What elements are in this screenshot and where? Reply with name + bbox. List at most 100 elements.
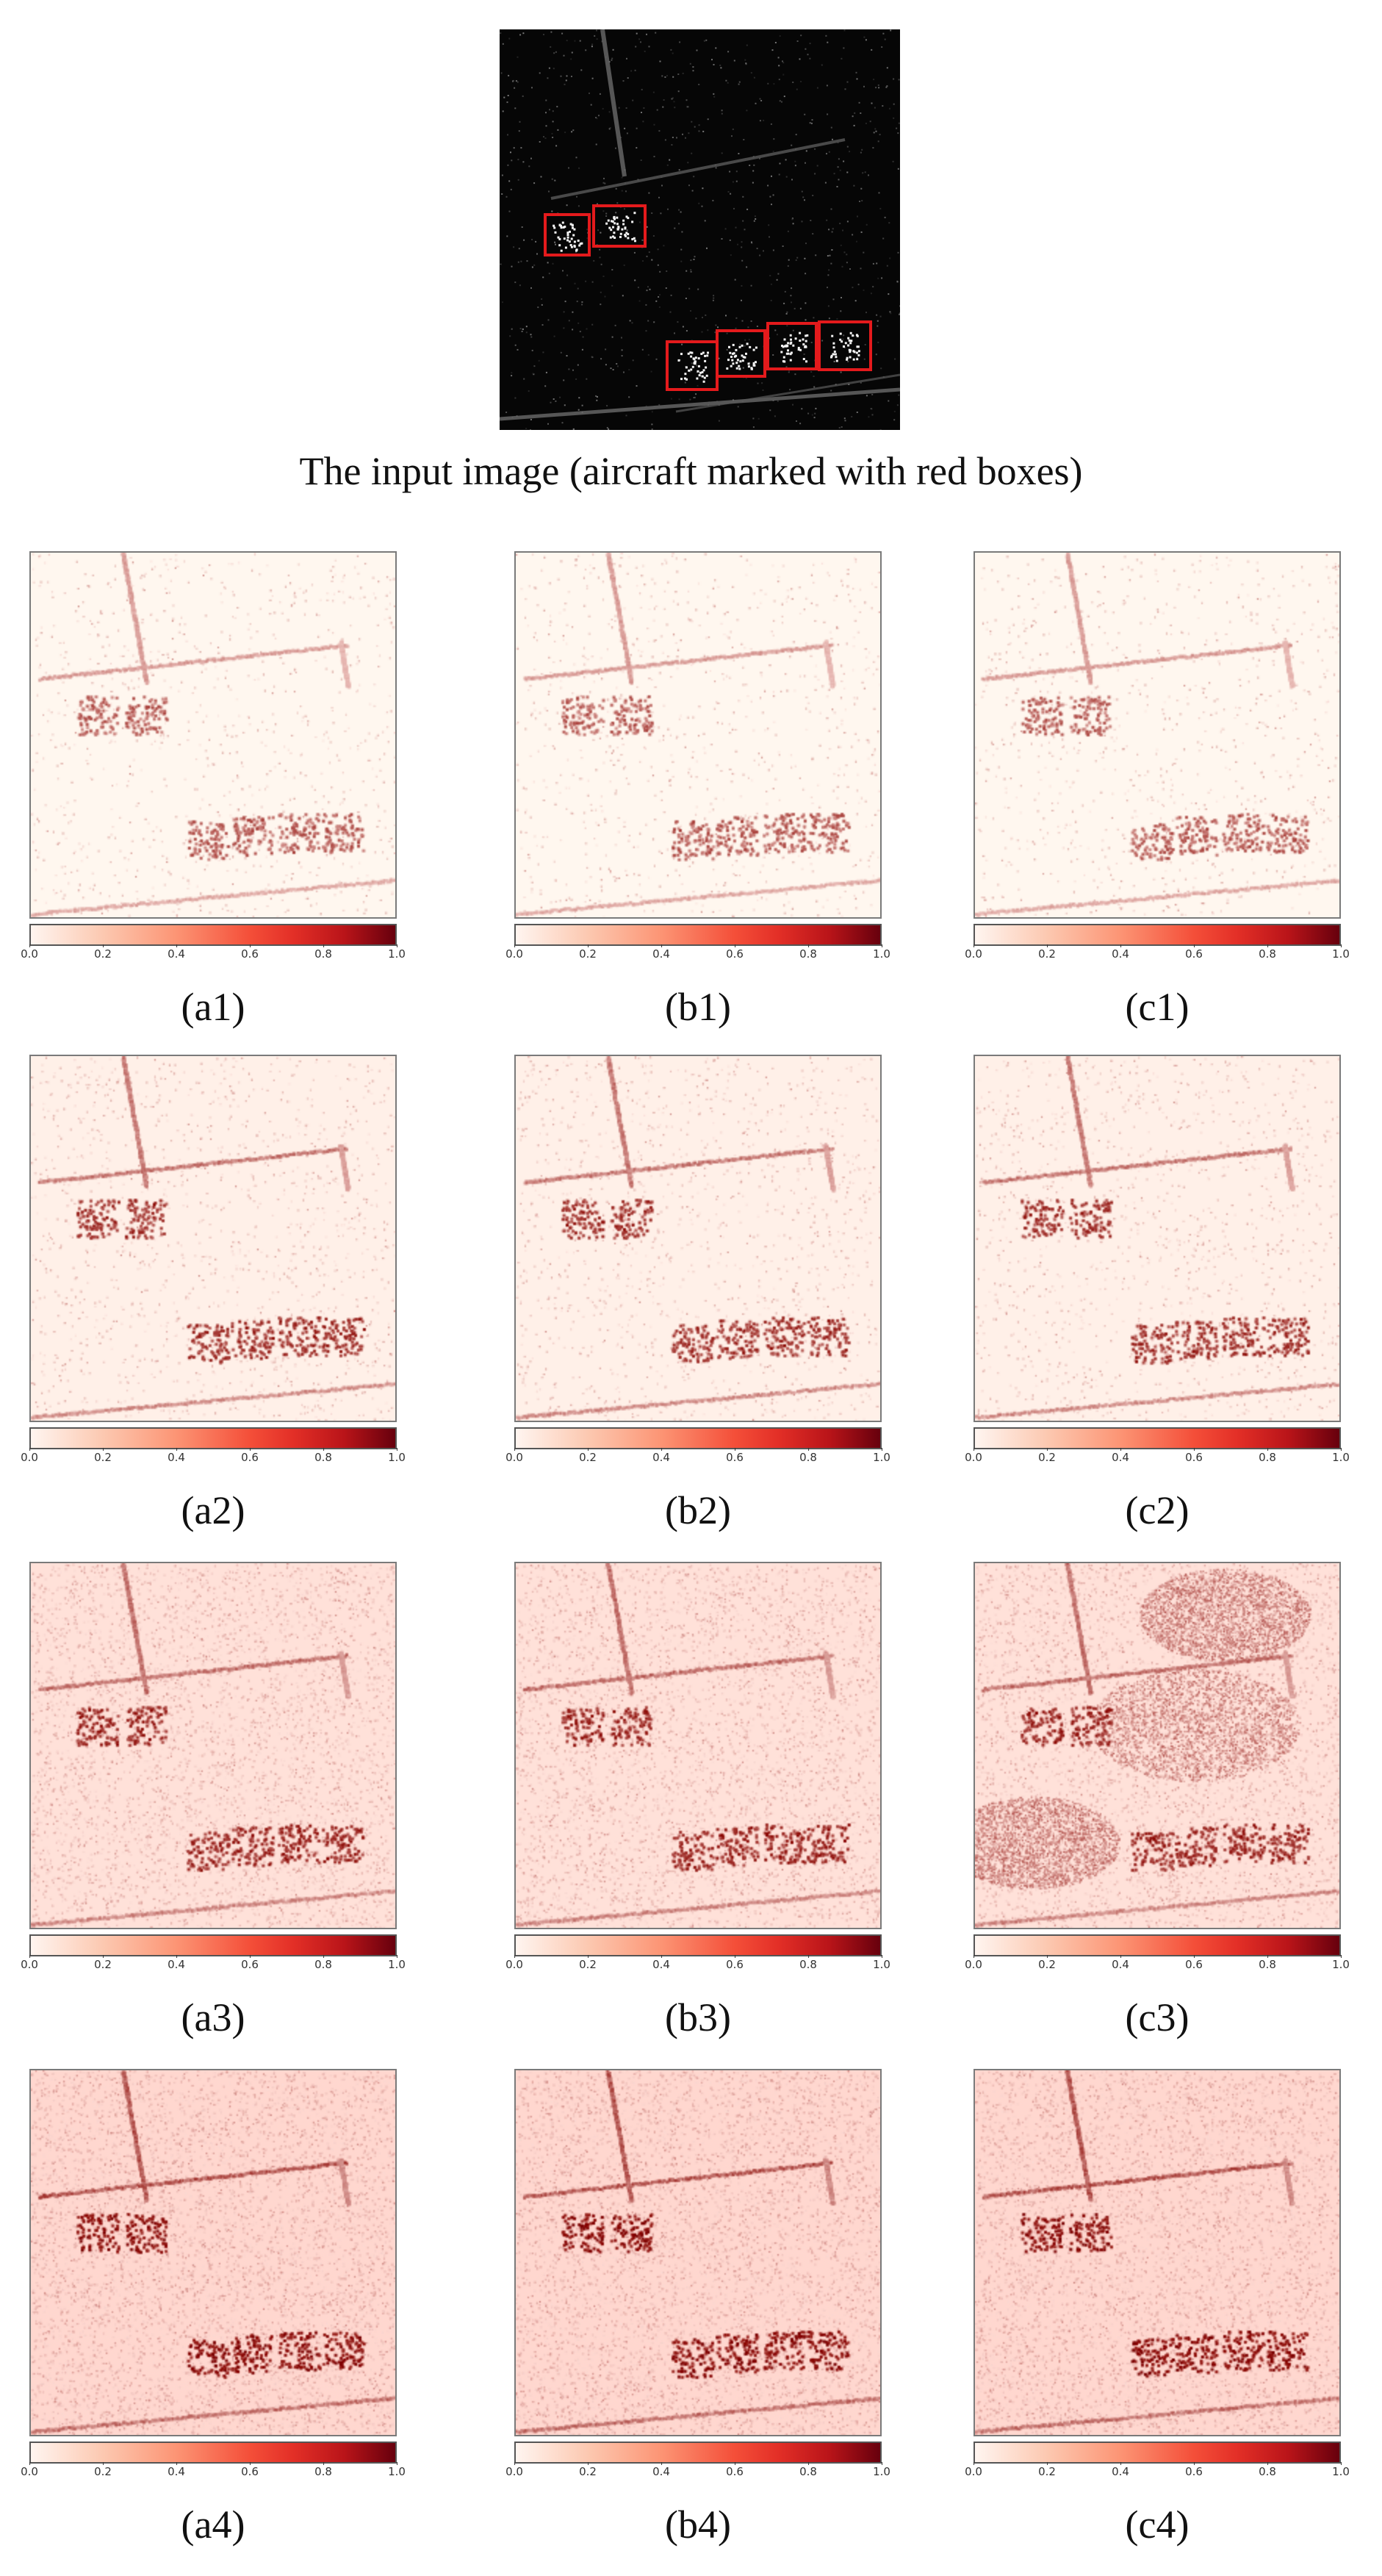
panel-label: (c2) (1125, 1488, 1190, 1532)
heatmap-canvas (31, 1056, 395, 1421)
colorbar-ticks: 0.0 0.2 0.4 0.6 0.8 1.0 (505, 1955, 890, 1973)
panel-label: (c3) (1125, 1995, 1190, 2039)
colorbar-ticks: 0.0 0.2 0.4 0.6 0.8 1.0 (21, 2462, 406, 2480)
panel-label: (c4) (1125, 2503, 1190, 2547)
colorbar-tick-label: 0.6 (726, 1955, 744, 1971)
colorbar (514, 924, 882, 946)
panel-label: (a1) (181, 985, 245, 1029)
heatmap-image (514, 1562, 882, 1929)
heatmap-image (29, 551, 397, 919)
panel-label: (a3) (181, 1995, 245, 2039)
colorbar-ticks: 0.0 0.2 0.4 0.6 0.8 1.0 (505, 1448, 890, 1465)
aircraft-box (544, 213, 591, 256)
heatmap-panel: 0.0 0.2 0.4 0.6 0.8 1.0 (b1) (505, 551, 890, 1029)
heatmap-canvas (975, 1563, 1339, 1928)
input-image-graphic (500, 29, 900, 430)
colorbar-tick-label: 0.2 (94, 2462, 112, 2478)
colorbar-tick-label: 0.4 (168, 944, 185, 961)
colorbar-tick-label: 0.6 (1185, 1955, 1203, 1971)
heatmap-image (29, 2069, 397, 2436)
colorbar-tick-label: 0.2 (94, 1448, 112, 1464)
colorbar-tick-label: 0.8 (1259, 2462, 1276, 2478)
colorbar-tick-label: 0.4 (1112, 2462, 1129, 2478)
heatmap-panel: 0.0 0.2 0.4 0.6 0.8 1.0 (a2) (21, 1055, 406, 1532)
heatmap-canvas (975, 1056, 1339, 1421)
colorbar-tick-label: 0.4 (652, 1955, 670, 1971)
colorbar-ticks: 0.0 0.2 0.4 0.6 0.8 1.0 (505, 944, 890, 962)
heatmap-image (514, 2069, 882, 2436)
colorbar-tick-label: 0.4 (652, 1448, 670, 1464)
heatmap-image (29, 1055, 397, 1422)
colorbar-tick-label: 0.8 (799, 1955, 817, 1971)
colorbar-tick-label: 0.4 (168, 2462, 185, 2478)
colorbar-tick-label: 0.0 (965, 2462, 982, 2478)
colorbar (973, 1934, 1341, 1956)
colorbar-tick-label: 1.0 (388, 944, 406, 961)
heatmap-panel: 0.0 0.2 0.4 0.6 0.8 1.0 (c4) (965, 2069, 1350, 2547)
heatmap-canvas (516, 2070, 880, 2435)
heatmap-canvas (975, 2070, 1339, 2435)
colorbar-tick-label: 0.6 (726, 2462, 744, 2478)
colorbar-tick-label: 1.0 (388, 2462, 406, 2478)
colorbar-tick-label: 0.8 (799, 1448, 817, 1464)
colorbar (29, 924, 397, 946)
colorbar-tick-label: 0.0 (21, 1448, 38, 1464)
heatmap-panel: 0.0 0.2 0.4 0.6 0.8 1.0 (c3) (965, 1562, 1350, 2039)
heatmap-canvas (975, 553, 1339, 917)
heatmap-image (514, 1055, 882, 1422)
colorbar-ticks: 0.0 0.2 0.4 0.6 0.8 1.0 (505, 2462, 890, 2480)
colorbar-tick-label: 0.6 (1185, 1448, 1203, 1464)
colorbar-ticks: 0.0 0.2 0.4 0.6 0.8 1.0 (21, 1955, 406, 1973)
heatmap-panel: 0.0 0.2 0.4 0.6 0.8 1.0 (a1) (21, 551, 406, 1029)
colorbar-tick-label: 1.0 (873, 944, 890, 961)
colorbar-tick-label: 0.4 (168, 1955, 185, 1971)
heatmap-canvas (31, 553, 395, 917)
colorbar-tick-label: 0.8 (314, 944, 332, 961)
colorbar-tick-label: 0.0 (965, 1448, 982, 1464)
colorbar (973, 2442, 1341, 2464)
heatmap-image (973, 2069, 1341, 2436)
colorbar-tick-label: 0.8 (799, 2462, 817, 2478)
colorbar-tick-label: 0.6 (241, 1955, 259, 1971)
panel-label: (b3) (665, 1995, 731, 2039)
colorbar-tick-label: 0.0 (21, 1955, 38, 1971)
colorbar-tick-label: 1.0 (873, 1955, 890, 1971)
colorbar (29, 1934, 397, 1956)
colorbar-tick-label: 1.0 (1332, 1448, 1350, 1464)
heatmap-canvas (31, 1563, 395, 1928)
colorbar-tick-label: 0.0 (505, 2462, 523, 2478)
colorbar-tick-label: 0.6 (1185, 2462, 1203, 2478)
colorbar-tick-label: 0.4 (652, 944, 670, 961)
heatmap-image (973, 1562, 1341, 1929)
colorbar-tick-label: 0.8 (1259, 1448, 1276, 1464)
colorbar-tick-label: 0.4 (652, 2462, 670, 2478)
heatmap-panel: 0.0 0.2 0.4 0.6 0.8 1.0 (c1) (965, 551, 1350, 1029)
colorbar-tick-label: 0.2 (94, 1955, 112, 1971)
colorbar-tick-label: 0.2 (1038, 2462, 1056, 2478)
colorbar-tick-label: 0.6 (1185, 944, 1203, 961)
heatmap-image (29, 1562, 397, 1929)
heatmap-panel: 0.0 0.2 0.4 0.6 0.8 1.0 (a4) (21, 2069, 406, 2547)
colorbar-tick-label: 0.6 (726, 1448, 744, 1464)
colorbar-tick-label: 0.0 (505, 1955, 523, 1971)
panel-label: (a4) (181, 2503, 245, 2547)
colorbar-tick-label: 0.8 (314, 1955, 332, 1971)
colorbar-tick-label: 0.8 (314, 2462, 332, 2478)
colorbar (514, 1427, 882, 1449)
heatmap-canvas (516, 1563, 880, 1928)
colorbar-tick-label: 0.8 (799, 944, 817, 961)
colorbar (973, 924, 1341, 946)
colorbar-tick-label: 0.0 (21, 2462, 38, 2478)
colorbar-tick-label: 1.0 (388, 1448, 406, 1464)
colorbar-tick-label: 0.6 (726, 944, 744, 961)
colorbar-tick-label: 1.0 (873, 2462, 890, 2478)
heatmap-panel: 0.0 0.2 0.4 0.6 0.8 1.0 (c2) (965, 1055, 1350, 1532)
colorbar (29, 2442, 397, 2464)
heatmap-image (514, 551, 882, 919)
panel-label: (b2) (665, 1488, 731, 1532)
colorbar-tick-label: 0.6 (241, 1448, 259, 1464)
colorbar-ticks: 0.0 0.2 0.4 0.6 0.8 1.0 (21, 1448, 406, 1465)
colorbar-tick-label: 1.0 (873, 1448, 890, 1464)
colorbar (514, 2442, 882, 2464)
colorbar-tick-label: 0.2 (579, 2462, 597, 2478)
